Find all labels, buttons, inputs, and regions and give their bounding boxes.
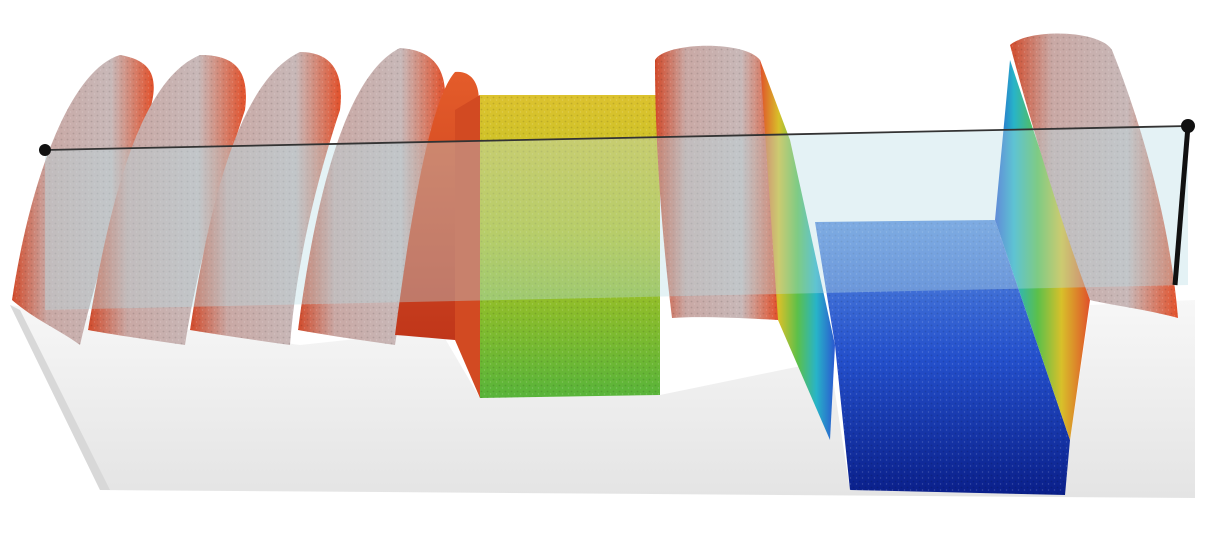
yellow-step	[455, 95, 660, 398]
blue-trench-right-wall	[995, 60, 1090, 440]
blue-trench	[815, 60, 1090, 495]
cut-handle-left[interactable]	[39, 144, 51, 156]
base-block-shade	[10, 305, 110, 490]
base-block-front	[10, 300, 1195, 498]
cut-line	[44, 125, 1189, 151]
middle-ridge	[655, 45, 835, 440]
cut-handle-right[interactable]	[1181, 119, 1195, 133]
cut-plane	[45, 126, 1188, 310]
middle-ridge-wall	[760, 60, 835, 440]
cut-plane-right-post	[1172, 125, 1191, 286]
yellow-step-wall-left	[455, 95, 480, 398]
right-ridge	[1010, 33, 1178, 319]
